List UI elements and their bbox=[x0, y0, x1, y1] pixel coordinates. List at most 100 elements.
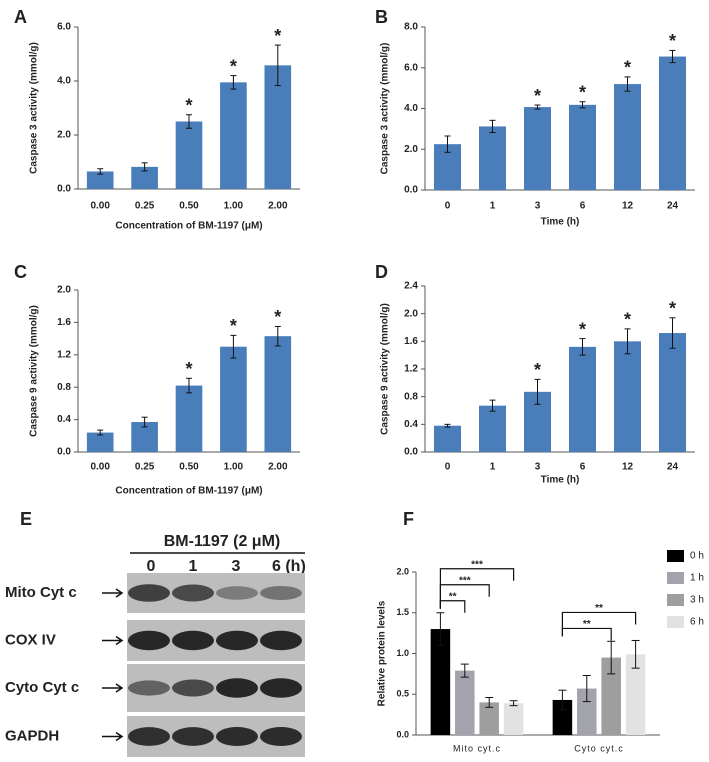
bar bbox=[479, 702, 499, 735]
blot-band bbox=[128, 680, 170, 696]
y-tick-label: 0.0 bbox=[396, 729, 409, 739]
bar bbox=[503, 703, 524, 735]
x-tick-label: 0.25 bbox=[135, 201, 155, 212]
x-tick-label: 24 bbox=[667, 201, 679, 212]
x-tick-label: Mito cyt.c bbox=[453, 743, 501, 753]
significance-mark: * bbox=[624, 58, 631, 78]
lane-label: 1 bbox=[189, 558, 198, 575]
significance-mark: * bbox=[185, 96, 192, 116]
panel-letter: A bbox=[14, 7, 27, 27]
y-tick-label: 6.0 bbox=[404, 62, 418, 73]
significance-bracket bbox=[561, 627, 612, 641]
significance-bracket bbox=[561, 611, 637, 637]
y-axis-label: Caspase 3 activity (mmol/g) bbox=[29, 42, 40, 174]
bar bbox=[264, 336, 292, 452]
y-tick-label: 2.0 bbox=[396, 566, 409, 576]
y-tick-label: 1.6 bbox=[404, 336, 418, 347]
significance-label: *** bbox=[459, 575, 471, 586]
significance-mark: * bbox=[579, 319, 586, 339]
y-tick-label: 0.4 bbox=[57, 414, 71, 425]
x-tick-label: 0.50 bbox=[179, 462, 199, 473]
legend-label: 6 h bbox=[690, 617, 704, 628]
bar bbox=[614, 341, 641, 452]
significance-label: ** bbox=[595, 603, 603, 614]
bar bbox=[175, 121, 203, 189]
bar bbox=[614, 84, 641, 190]
bar bbox=[625, 654, 646, 735]
blot-band bbox=[172, 630, 214, 651]
row-label: Mito Cyt c bbox=[5, 584, 77, 601]
y-tick-label: 2.4 bbox=[404, 281, 418, 292]
significance-label: ** bbox=[583, 619, 591, 630]
bar bbox=[659, 56, 686, 191]
x-tick-label: 12 bbox=[622, 201, 634, 212]
x-tick-label: 2.00 bbox=[268, 201, 288, 212]
lane-label: 3 bbox=[232, 558, 241, 575]
y-tick-label: 2.0 bbox=[404, 308, 418, 319]
x-tick-label: Cyto cyt.c bbox=[574, 743, 624, 753]
y-tick-label: 0.0 bbox=[57, 447, 71, 458]
y-axis-label: Caspase 3 activity (mmol/g) bbox=[380, 43, 391, 175]
row-label: Cyto Cyt c bbox=[5, 679, 79, 696]
significance-bracket bbox=[439, 600, 466, 613]
x-tick-label: 24 bbox=[667, 462, 679, 473]
panel-letter: D bbox=[375, 262, 388, 282]
panel-letter: E bbox=[20, 509, 32, 529]
blot-band bbox=[128, 727, 170, 746]
bar bbox=[175, 385, 203, 452]
x-tick-label: 2.00 bbox=[268, 462, 288, 473]
y-tick-label: 2.0 bbox=[57, 130, 71, 141]
legend-swatch bbox=[667, 572, 684, 584]
x-axis-label: Time (h) bbox=[541, 475, 580, 486]
significance-label: ** bbox=[449, 591, 457, 602]
significance-mark: * bbox=[274, 26, 281, 46]
blot-band bbox=[128, 584, 170, 602]
y-tick-label: 4.0 bbox=[404, 103, 418, 114]
significance-mark: * bbox=[669, 299, 676, 319]
x-tick-label: 6 bbox=[580, 201, 586, 212]
significance-mark: * bbox=[274, 307, 281, 327]
y-tick-label: 2.0 bbox=[57, 285, 71, 296]
y-tick-label: 1.2 bbox=[57, 349, 71, 360]
x-axis-label: Concentration of BM-1197 (μM) bbox=[115, 221, 262, 232]
row-label: GAPDH bbox=[5, 727, 59, 744]
row-arrow bbox=[102, 731, 124, 742]
x-tick-label: 6 bbox=[580, 462, 586, 473]
blot-band bbox=[260, 726, 302, 747]
row-arrow bbox=[102, 683, 124, 693]
y-tick-label: 1.0 bbox=[396, 648, 409, 658]
x-tick-label: 1.00 bbox=[224, 462, 244, 473]
significance-bracket bbox=[439, 568, 515, 609]
x-tick-label: 0.00 bbox=[90, 201, 110, 212]
bar bbox=[569, 104, 596, 190]
x-tick-label: 1 bbox=[490, 462, 496, 473]
blot-band bbox=[260, 630, 302, 651]
legend-label: 1 h bbox=[690, 573, 704, 584]
y-axis-label: Relative protein levels bbox=[377, 600, 388, 706]
significance-mark: * bbox=[185, 359, 192, 379]
blot-band bbox=[216, 630, 258, 651]
bar bbox=[86, 171, 114, 189]
significance-mark: * bbox=[669, 31, 676, 51]
blot-band bbox=[260, 678, 302, 698]
y-tick-label: 1.2 bbox=[404, 364, 418, 375]
y-tick-label: 0.0 bbox=[57, 184, 71, 195]
y-tick-label: 8.0 bbox=[404, 22, 418, 33]
y-axis-label: Caspase 9 activity (mmol/g) bbox=[380, 303, 391, 435]
bar bbox=[220, 346, 247, 452]
panel-letter: B bbox=[375, 7, 388, 27]
y-tick-label: 0.4 bbox=[404, 419, 418, 430]
row-arrow bbox=[102, 588, 124, 598]
x-tick-label: 3 bbox=[535, 201, 541, 212]
y-tick-label: 6.0 bbox=[57, 22, 71, 33]
y-tick-label: 2.0 bbox=[404, 144, 418, 155]
significance-mark: * bbox=[624, 310, 631, 330]
x-tick-label: 0.00 bbox=[90, 462, 110, 473]
y-tick-label: 0.8 bbox=[404, 391, 418, 402]
blot-band bbox=[216, 586, 258, 600]
treatment-label: BM-1197 (2 μM) bbox=[164, 533, 280, 550]
x-tick-label: 1 bbox=[490, 201, 496, 212]
bar bbox=[552, 699, 573, 735]
blot-band bbox=[172, 584, 214, 602]
